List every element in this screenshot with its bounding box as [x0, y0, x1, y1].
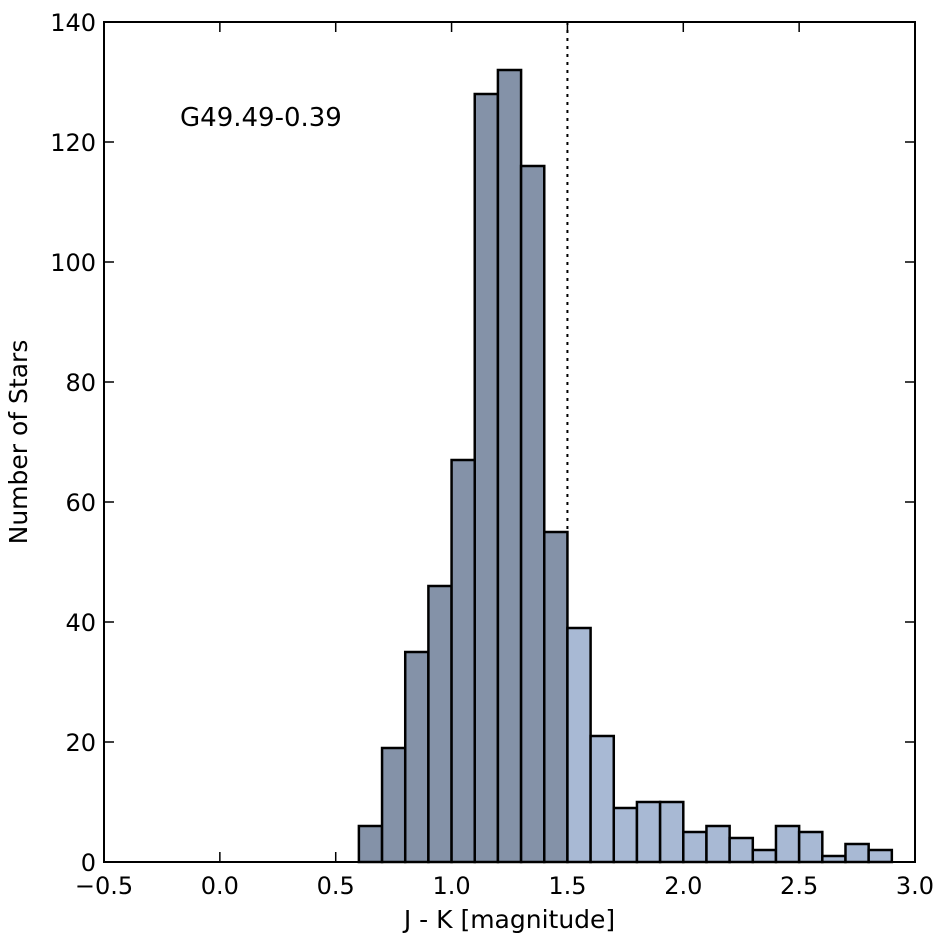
histogram-bar	[751, 848, 778, 864]
y-tick-label: 20	[65, 729, 96, 757]
y-tick-label: 140	[50, 9, 96, 37]
histogram-bar	[543, 530, 569, 864]
plot-frame	[103, 21, 916, 863]
histogram-bar	[496, 68, 523, 864]
histogram-bar	[357, 824, 384, 864]
chart-annotation: G49.49-0.39	[180, 103, 342, 133]
y-tick-label: 80	[65, 369, 96, 397]
x-tick-label: 0.0	[201, 872, 239, 900]
x-axis-label: J - K [magnitude]	[402, 905, 615, 934]
x-tick-label: 0.5	[317, 872, 355, 900]
histogram-bar	[658, 800, 685, 864]
y-axis-label: Number of Stars	[4, 340, 33, 545]
histogram-bars	[357, 68, 894, 864]
y-tick-label: 60	[65, 489, 96, 517]
histogram-bar	[566, 626, 592, 864]
x-tick-label: 3.0	[896, 872, 934, 900]
histogram-bar	[728, 836, 755, 864]
histogram-bar	[380, 746, 407, 864]
histogram-bar	[403, 650, 430, 864]
histogram-bar	[705, 824, 731, 864]
histogram-bar	[589, 734, 616, 864]
y-tick-label: 0	[81, 849, 96, 877]
x-tick-label: −0.5	[75, 872, 133, 900]
x-tick-label: 1.5	[548, 872, 586, 900]
y-tick-label: 100	[50, 249, 96, 277]
x-tick-label: 2.5	[780, 872, 818, 900]
histogram-bar	[844, 842, 870, 864]
histogram-bar	[450, 458, 476, 864]
histogram-bar	[867, 848, 894, 864]
histogram-bar	[635, 800, 662, 864]
histogram-bar	[427, 584, 453, 864]
histogram-bar	[682, 830, 708, 864]
histogram-bar	[612, 806, 639, 864]
histogram-bar	[797, 830, 824, 864]
x-tick-label: 2.0	[664, 872, 702, 900]
histogram-bar	[519, 164, 546, 864]
histogram-bar	[774, 824, 801, 864]
y-tick-label: 40	[65, 609, 96, 637]
x-tick-label: 1.0	[432, 872, 470, 900]
axis-ticks: −0.5 0.0 0.5 1.0 1.5 2.0 2.5 3.0 0 20 40 60 80 100 120…	[50, 9, 934, 900]
y-tick-label: 120	[50, 129, 96, 157]
histogram-bar	[473, 92, 500, 864]
